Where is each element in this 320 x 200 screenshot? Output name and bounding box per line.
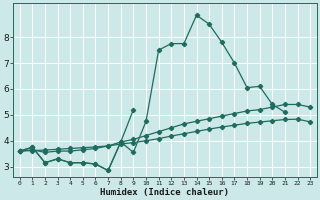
- X-axis label: Humidex (Indice chaleur): Humidex (Indice chaleur): [100, 188, 229, 197]
